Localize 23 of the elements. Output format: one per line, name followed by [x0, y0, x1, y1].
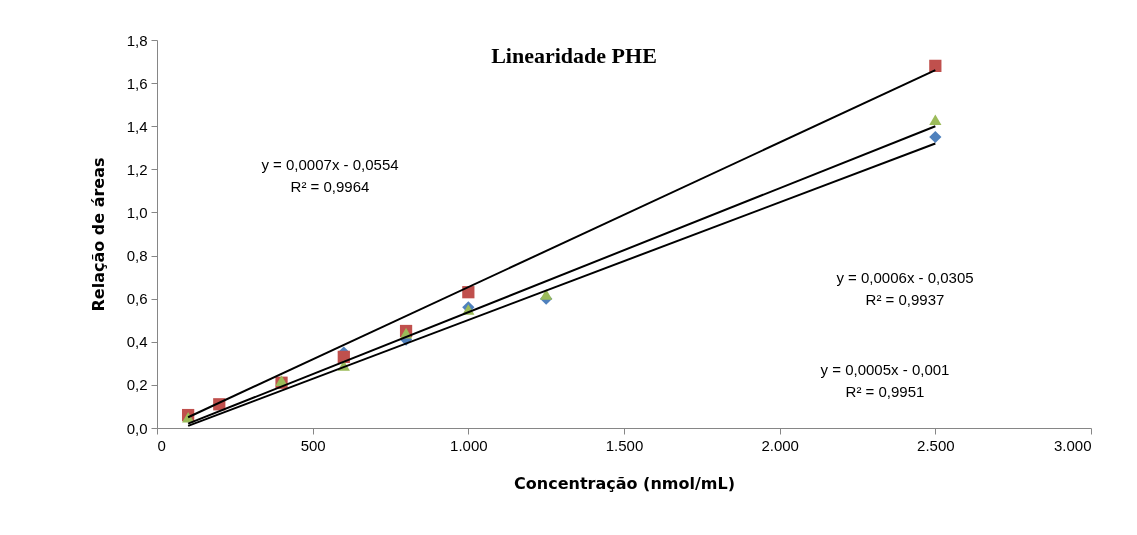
- y-tick-label: 1,0: [126, 203, 148, 221]
- annotation: y = 0,0006x - 0,0305 R² = 0,9937: [836, 269, 974, 308]
- annotation: y = 0,0007x - 0,0554 R² = 0,9964: [261, 156, 399, 195]
- x-tick-label: 1.500: [605, 436, 644, 454]
- y-tick-label: 1,4: [126, 117, 148, 135]
- chart-title: Linearidade PHE: [491, 43, 657, 68]
- y-tick-label: 0,0: [126, 419, 148, 437]
- y-tick-label: 1,6: [126, 74, 148, 92]
- x-tick-label: 3.000: [1053, 436, 1092, 454]
- annotation: y = 0,0005x - 0,001 R² = 0,9951: [820, 361, 950, 400]
- x-tick-label: 2.500: [917, 436, 955, 454]
- x-tick-label: 2.000: [761, 436, 799, 454]
- y-axis-title: Relação de áreas: [88, 157, 108, 312]
- y-tick-label: 0,4: [126, 333, 148, 351]
- y-tick-label: 1,8: [126, 31, 148, 49]
- x-tick-label: 500: [300, 436, 326, 454]
- x-axis-title: Concentração (nmol/mL): [514, 473, 735, 493]
- x-tick-label: 0: [157, 436, 166, 454]
- x-tick-label: 1.000: [450, 436, 488, 454]
- y-tick-label: 0,8: [126, 247, 148, 265]
- y-tick-label: 1,2: [126, 160, 148, 178]
- y-tick-label: 0,6: [126, 290, 148, 308]
- y-tick-label: 0,2: [126, 376, 148, 394]
